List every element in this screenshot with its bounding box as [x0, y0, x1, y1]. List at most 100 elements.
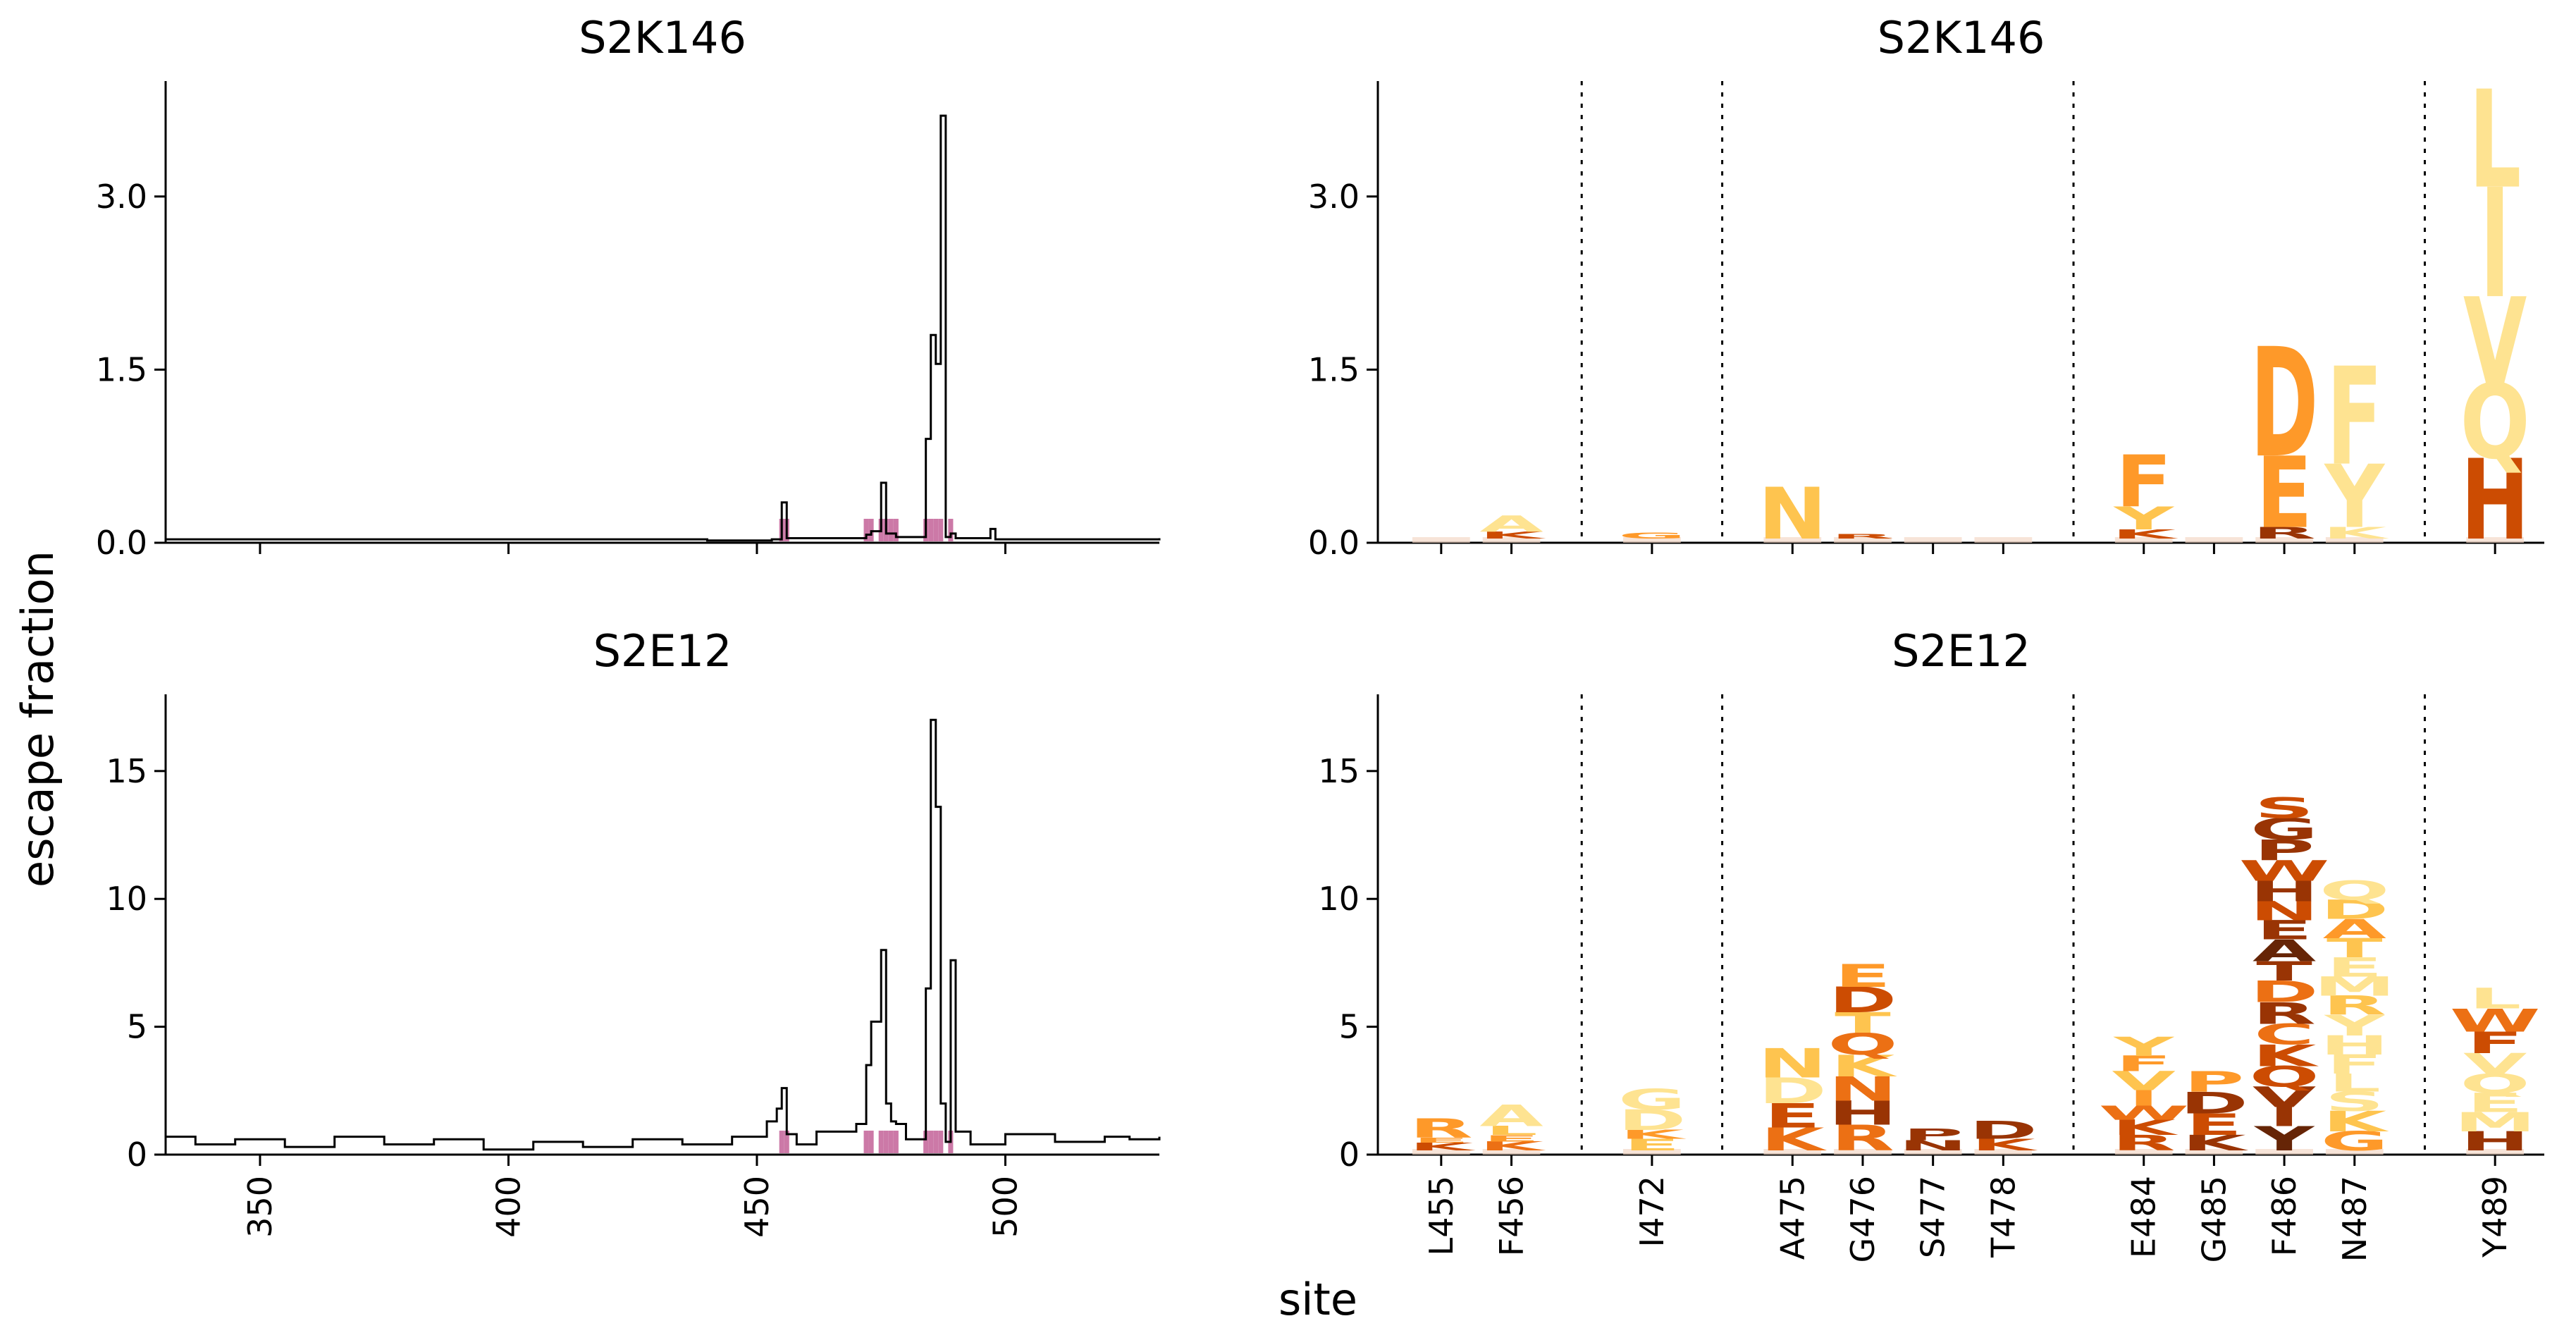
logo-letter: A	[2253, 934, 2316, 969]
logo-letter: P	[2254, 834, 2315, 866]
logo-letter: N	[1758, 473, 1827, 555]
site-marker	[948, 519, 954, 541]
logo-letter: Y	[2113, 1032, 2175, 1062]
site-marker	[928, 1131, 934, 1153]
site-label: N487	[2336, 1176, 2374, 1262]
site-label: G485	[2195, 1176, 2233, 1262]
minor-letters	[1763, 537, 1822, 543]
logo-letter: K	[1831, 1049, 1897, 1083]
logo-letter: D	[1617, 1104, 1686, 1136]
logo-letter: R	[1831, 1119, 1894, 1160]
logo-letter: K	[1479, 1139, 1546, 1153]
logo-letter: Y	[2324, 448, 2386, 548]
site-marker	[933, 1131, 939, 1153]
logo-letter: E	[2327, 952, 2383, 983]
logo-letter: D	[2180, 1086, 2248, 1120]
logo-letter: Q	[2460, 363, 2530, 483]
logo-letter: R	[1831, 533, 1894, 541]
site-label: F456	[1493, 1176, 1531, 1256]
logo-letter: Q	[1828, 1027, 1897, 1062]
y-tick-label: 0.0	[1308, 524, 1360, 562]
y-tick-label: 0	[1339, 1136, 1360, 1174]
logo-letter: H	[2460, 1126, 2529, 1157]
logo-letter: S	[2325, 1087, 2384, 1117]
logo-letter: V	[2112, 1067, 2176, 1097]
logo-letter: Y	[2324, 1009, 2386, 1042]
logo-letter: R	[2253, 524, 2316, 542]
escape-line	[166, 114, 1161, 542]
logo-letter: S	[2255, 792, 2314, 824]
logo-letter: Q	[2249, 1060, 2319, 1093]
panel-title: S2E12	[1892, 625, 2030, 677]
logo-letter: L	[2469, 983, 2521, 1015]
site-label: S477	[1914, 1176, 1952, 1258]
site-marker	[893, 1131, 899, 1153]
minor-letters	[1482, 537, 1541, 543]
site-marker	[938, 519, 944, 541]
logo-letter: R	[2112, 1131, 2176, 1156]
site-label: T478	[1984, 1176, 2022, 1258]
minor-letters	[2114, 1149, 2173, 1155]
site-label: I472	[1633, 1176, 1671, 1247]
logo-letter: Q	[2460, 1069, 2530, 1099]
logo-letter: D	[2250, 975, 2319, 1009]
logo-letter: N	[1758, 1040, 1827, 1088]
y-tick-label: 3.0	[96, 178, 147, 216]
logo-letter: A	[1479, 1099, 1543, 1133]
logo-letter: G	[2250, 812, 2318, 847]
logo-letter: I	[2269, 1102, 2299, 1133]
logo-letter: D	[2320, 895, 2389, 926]
site-marker	[938, 1131, 944, 1153]
y-tick-label: 10	[1318, 880, 1360, 918]
logo-letter: H	[2250, 875, 2319, 907]
minor-letters	[2325, 537, 2384, 543]
x-tick-label: 350	[241, 1176, 279, 1238]
logo-letter: L	[1485, 1124, 1537, 1138]
logo-letter: D	[1829, 981, 1897, 1021]
logo-letter: T	[1835, 1007, 1891, 1039]
minor-letters	[2325, 1149, 2384, 1155]
site-marker	[779, 1131, 784, 1153]
logo-letter: F	[2116, 1052, 2172, 1076]
x-tick-label: 450	[738, 1176, 776, 1238]
logo-letter: T	[2327, 933, 2383, 964]
site-marker	[868, 1131, 874, 1153]
logo-letter: M	[2314, 972, 2396, 1002]
x-tick-label: 500	[986, 1176, 1024, 1238]
logo-letter: Y	[2113, 500, 2174, 536]
logo-letter: E	[2256, 437, 2312, 551]
y-tick-label: 10	[106, 880, 147, 918]
logo-letter: D	[1758, 1071, 1827, 1112]
minor-letters	[2185, 1149, 2243, 1155]
site-marker	[933, 519, 939, 541]
minor-letters	[2466, 537, 2525, 543]
minor-letters	[1834, 537, 1892, 543]
minor-letters	[1974, 1149, 2033, 1155]
logo-letter: K	[2323, 1105, 2390, 1138]
minor-letters	[2255, 1149, 2313, 1155]
logo-letter: H	[1828, 1094, 1897, 1133]
logo-letter: P	[2184, 1066, 2245, 1098]
logo-letter: G	[1618, 1083, 1686, 1116]
logo-letter: H	[2320, 1031, 2389, 1061]
logo-letter: M	[2454, 1107, 2536, 1138]
minor-letters	[1974, 537, 2033, 543]
y-tick-label: 15	[106, 752, 147, 790]
site-marker	[923, 1131, 929, 1153]
minor-letters	[1482, 1149, 1541, 1155]
site-marker	[893, 519, 899, 541]
logo-letter: G	[1618, 531, 1686, 541]
logo-letter: G	[2321, 1126, 2389, 1157]
logo-letter: K	[1479, 530, 1546, 541]
site-marker	[863, 1131, 869, 1153]
logo-letter: I	[2479, 157, 2510, 332]
site-label: G476	[1844, 1176, 1882, 1262]
logo-letter: D	[1969, 1117, 2038, 1145]
site-label: E484	[2125, 1176, 2163, 1258]
y-tick-label: 3.0	[1308, 178, 1360, 216]
logo-letter: E	[1624, 1136, 1680, 1154]
site-marker	[868, 519, 874, 541]
logo-letter: E	[1484, 1133, 1540, 1144]
site-marker	[878, 1131, 884, 1153]
